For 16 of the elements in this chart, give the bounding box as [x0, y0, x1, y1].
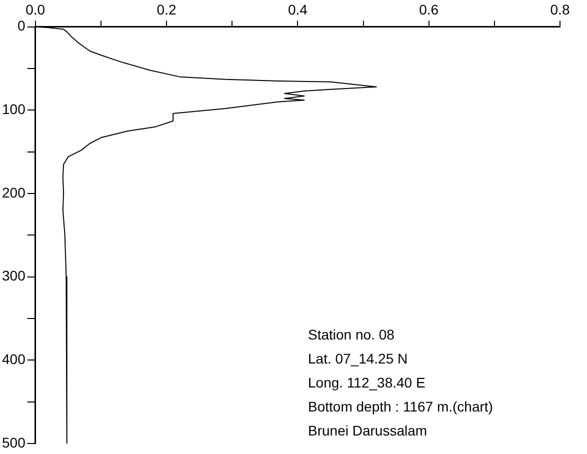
y-tick-label: 100 [2, 101, 26, 118]
y-tick-label: 300 [2, 268, 26, 284]
annotation: Station no. 08 [308, 326, 395, 343]
y-tick-label: 200 [2, 184, 26, 200]
x-tick-label: 0.4 [288, 1, 308, 18]
annotation: Lat. 07_14.25 N [308, 350, 408, 367]
x-tick-label: 0.8 [550, 1, 570, 18]
y-tick-label: 0 [18, 18, 26, 34]
annotation: Brunei Darussalam [308, 422, 428, 439]
annotation: Long. 112_38.40 E [308, 374, 426, 391]
x-tick-label: 0.2 [156, 1, 176, 18]
annotation: Bottom depth : 1167 m.(chart) [308, 398, 493, 415]
y-tick-label: 400 [2, 351, 26, 368]
y-tick-label: 500 [2, 434, 26, 450]
x-tick-label: 0.6 [419, 1, 439, 18]
text: 0.0 [26, 1, 46, 18]
